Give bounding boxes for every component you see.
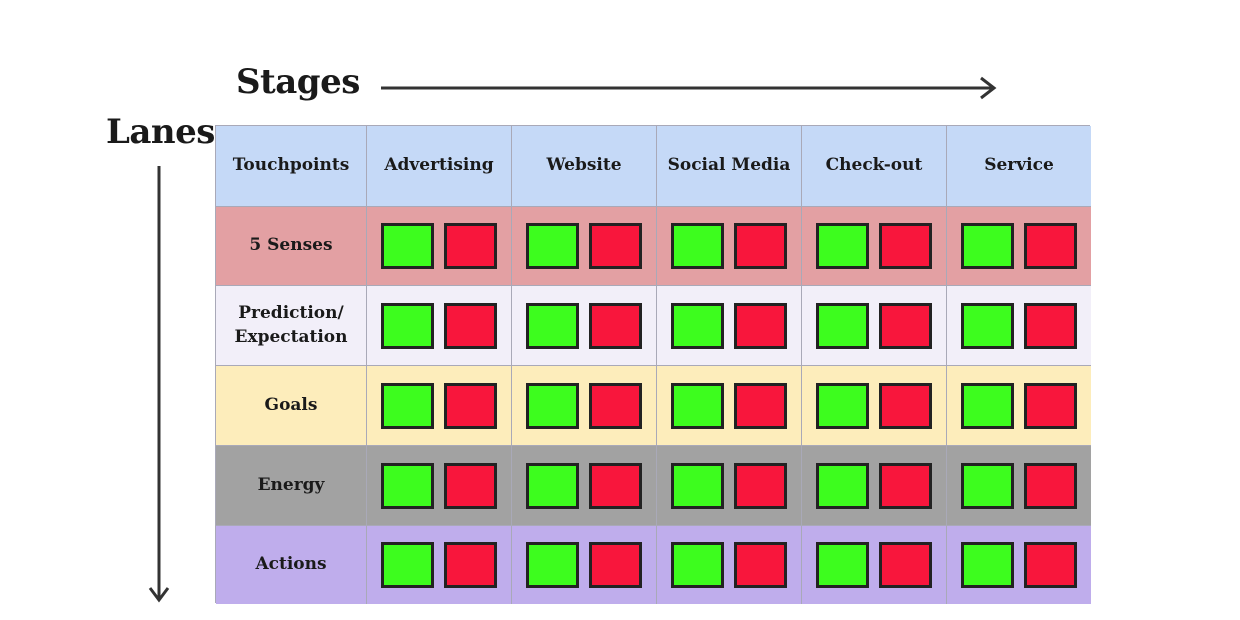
lane-label: 5 Senses bbox=[216, 207, 367, 286]
lane-stage-cell bbox=[367, 526, 512, 604]
lane-stage-cell bbox=[367, 366, 512, 446]
positive-note[interactable] bbox=[526, 382, 579, 429]
lane-label: Energy bbox=[216, 446, 367, 526]
negative-note[interactable] bbox=[879, 223, 932, 269]
positive-note[interactable] bbox=[816, 462, 869, 509]
negative-note[interactable] bbox=[1024, 302, 1077, 349]
lane-stage-cell bbox=[947, 526, 1091, 604]
lane-label: Actions bbox=[216, 526, 367, 604]
negative-note[interactable] bbox=[879, 462, 932, 509]
negative-note[interactable] bbox=[734, 542, 787, 588]
positive-note[interactable] bbox=[526, 223, 579, 269]
positive-note[interactable] bbox=[381, 223, 434, 269]
negative-note[interactable] bbox=[734, 223, 787, 269]
lane-stage-cell bbox=[802, 286, 947, 366]
negative-note[interactable] bbox=[879, 302, 932, 349]
positive-note[interactable] bbox=[381, 462, 434, 509]
lane-stage-cell bbox=[657, 286, 802, 366]
negative-note[interactable] bbox=[444, 542, 497, 588]
lane-stage-cell bbox=[947, 286, 1091, 366]
lane-stage-cell bbox=[802, 366, 947, 446]
negative-note[interactable] bbox=[444, 462, 497, 509]
positive-note[interactable] bbox=[526, 462, 579, 509]
lane-stage-cell bbox=[657, 366, 802, 446]
negative-note[interactable] bbox=[879, 542, 932, 588]
lane-stage-cell bbox=[512, 526, 657, 604]
negative-note[interactable] bbox=[1024, 382, 1077, 429]
negative-note[interactable] bbox=[734, 382, 787, 429]
positive-note[interactable] bbox=[816, 542, 869, 588]
lane-stage-cell bbox=[657, 446, 802, 526]
positive-note[interactable] bbox=[671, 382, 724, 429]
lane-stage-cell bbox=[802, 446, 947, 526]
stage-header: Advertising bbox=[367, 126, 512, 207]
positive-note[interactable] bbox=[671, 223, 724, 269]
lane-stage-cell bbox=[947, 446, 1091, 526]
positive-note[interactable] bbox=[961, 223, 1014, 269]
negative-note[interactable] bbox=[444, 302, 497, 349]
positive-note[interactable] bbox=[961, 302, 1014, 349]
stage-header: Social Media bbox=[657, 126, 802, 207]
lane-stage-cell bbox=[367, 286, 512, 366]
lane-stage-cell bbox=[512, 286, 657, 366]
positive-note[interactable] bbox=[961, 462, 1014, 509]
negative-note[interactable] bbox=[879, 382, 932, 429]
stage-header: Check-out bbox=[802, 126, 947, 207]
negative-note[interactable] bbox=[444, 223, 497, 269]
negative-note[interactable] bbox=[734, 302, 787, 349]
positive-note[interactable] bbox=[816, 223, 869, 269]
stage-header: Service bbox=[947, 126, 1091, 207]
negative-note[interactable] bbox=[589, 223, 642, 269]
positive-note[interactable] bbox=[381, 542, 434, 588]
negative-note[interactable] bbox=[589, 302, 642, 349]
negative-note[interactable] bbox=[1024, 223, 1077, 269]
stages-arrow-head bbox=[980, 76, 997, 100]
positive-note[interactable] bbox=[961, 542, 1014, 588]
positive-note[interactable] bbox=[816, 302, 869, 349]
lane-stage-cell bbox=[367, 446, 512, 526]
lane-stage-cell bbox=[657, 526, 802, 604]
positive-note[interactable] bbox=[526, 302, 579, 349]
stage-header: Website bbox=[512, 126, 657, 207]
negative-note[interactable] bbox=[444, 382, 497, 429]
stages-axis-label: Stages bbox=[236, 62, 360, 102]
journey-grid: Touchpoints Advertising Website Social Medi… bbox=[215, 125, 1091, 604]
negative-note[interactable] bbox=[589, 462, 642, 509]
header-touchpoints: Touchpoints bbox=[216, 126, 367, 207]
lane-stage-cell bbox=[802, 526, 947, 604]
lane-stage-cell bbox=[657, 207, 802, 286]
lane-stage-cell bbox=[512, 446, 657, 526]
lanes-arrow-head bbox=[148, 587, 170, 603]
lane-stage-cell bbox=[947, 366, 1091, 446]
lane-stage-cell bbox=[512, 366, 657, 446]
negative-note[interactable] bbox=[589, 542, 642, 588]
negative-note[interactable] bbox=[1024, 462, 1077, 509]
negative-note[interactable] bbox=[734, 462, 787, 509]
positive-note[interactable] bbox=[671, 302, 724, 349]
lane-stage-cell bbox=[947, 207, 1091, 286]
lane-label: Goals bbox=[216, 366, 367, 446]
lane-stage-cell bbox=[512, 207, 657, 286]
positive-note[interactable] bbox=[961, 382, 1014, 429]
positive-note[interactable] bbox=[671, 462, 724, 509]
positive-note[interactable] bbox=[526, 542, 579, 588]
negative-note[interactable] bbox=[589, 382, 642, 429]
negative-note[interactable] bbox=[1024, 542, 1077, 588]
lane-label: Prediction/ Expectation bbox=[216, 286, 367, 366]
lanes-axis-label: Lanes bbox=[106, 112, 215, 152]
positive-note[interactable] bbox=[381, 302, 434, 349]
positive-note[interactable] bbox=[816, 382, 869, 429]
positive-note[interactable] bbox=[381, 382, 434, 429]
positive-note[interactable] bbox=[671, 542, 724, 588]
lane-stage-cell bbox=[367, 207, 512, 286]
lane-stage-cell bbox=[802, 207, 947, 286]
